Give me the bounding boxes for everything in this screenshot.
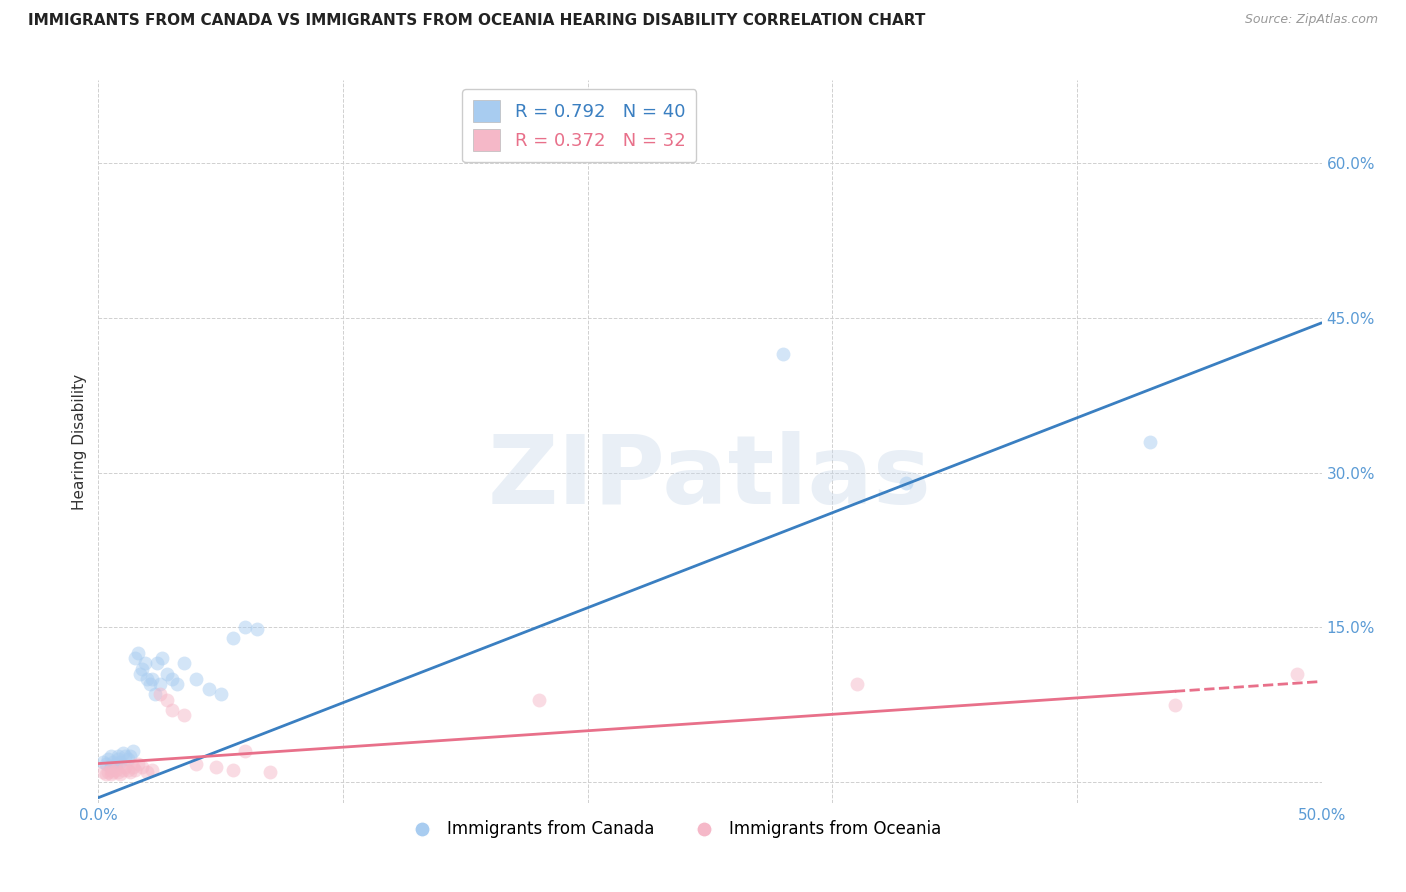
Point <box>166 677 188 691</box>
Point <box>1286 666 1309 681</box>
Point <box>101 755 124 769</box>
Point <box>149 687 172 701</box>
Point <box>127 646 149 660</box>
Point <box>233 620 256 634</box>
Point <box>94 756 117 771</box>
Point <box>139 677 162 691</box>
Point <box>894 475 917 490</box>
Point <box>143 687 166 701</box>
Point <box>120 764 142 779</box>
Point <box>160 703 183 717</box>
Point <box>100 763 122 777</box>
Point <box>131 760 153 774</box>
Point <box>127 756 149 771</box>
Point <box>111 746 134 760</box>
Text: IMMIGRANTS FROM CANADA VS IMMIGRANTS FROM OCEANIA HEARING DISABILITY CORRELATION: IMMIGRANTS FROM CANADA VS IMMIGRANTS FRO… <box>28 13 925 29</box>
Text: Source: ZipAtlas.com: Source: ZipAtlas.com <box>1244 13 1378 27</box>
Legend: Immigrants from Canada, Immigrants from Oceania: Immigrants from Canada, Immigrants from … <box>398 814 948 845</box>
Point <box>136 764 159 779</box>
Point <box>107 764 129 779</box>
Point <box>146 657 169 671</box>
Point <box>100 767 122 781</box>
Point <box>114 760 136 774</box>
Point <box>1139 434 1161 449</box>
Point <box>97 752 120 766</box>
Point <box>186 756 208 771</box>
Point <box>134 657 156 671</box>
Point <box>156 666 179 681</box>
Point <box>141 672 163 686</box>
Point <box>110 767 132 781</box>
Point <box>101 764 124 779</box>
Point <box>117 763 139 777</box>
Point <box>100 749 122 764</box>
Point <box>173 708 195 723</box>
Point <box>527 692 550 706</box>
Point <box>114 749 136 764</box>
Point <box>222 631 245 645</box>
Point <box>110 755 132 769</box>
Point <box>149 677 172 691</box>
Point <box>117 752 139 766</box>
Point <box>141 763 163 777</box>
Point <box>121 744 143 758</box>
Point <box>233 744 256 758</box>
Point <box>136 672 159 686</box>
Point <box>173 657 195 671</box>
Point <box>1164 698 1187 712</box>
Point <box>124 763 146 777</box>
Point <box>845 677 868 691</box>
Point <box>160 672 183 686</box>
Text: ZIPatlas: ZIPatlas <box>488 431 932 524</box>
Point <box>97 764 120 779</box>
Point <box>107 749 129 764</box>
Point <box>121 760 143 774</box>
Point <box>209 687 232 701</box>
Point <box>246 623 269 637</box>
Point <box>124 651 146 665</box>
Point <box>186 672 208 686</box>
Y-axis label: Hearing Disability: Hearing Disability <box>72 374 87 509</box>
Point <box>131 662 153 676</box>
Point <box>91 755 114 769</box>
Point <box>772 347 794 361</box>
Point <box>94 767 117 781</box>
Point <box>100 760 122 774</box>
Point <box>205 760 228 774</box>
Point <box>104 756 127 771</box>
Point <box>222 763 245 777</box>
Point <box>91 764 114 779</box>
Point <box>259 764 281 779</box>
Point <box>197 682 219 697</box>
Point <box>104 763 127 777</box>
Point <box>120 749 142 764</box>
Point <box>156 692 179 706</box>
Point <box>107 752 129 766</box>
Point <box>150 651 173 665</box>
Point <box>129 666 152 681</box>
Point <box>111 763 134 777</box>
